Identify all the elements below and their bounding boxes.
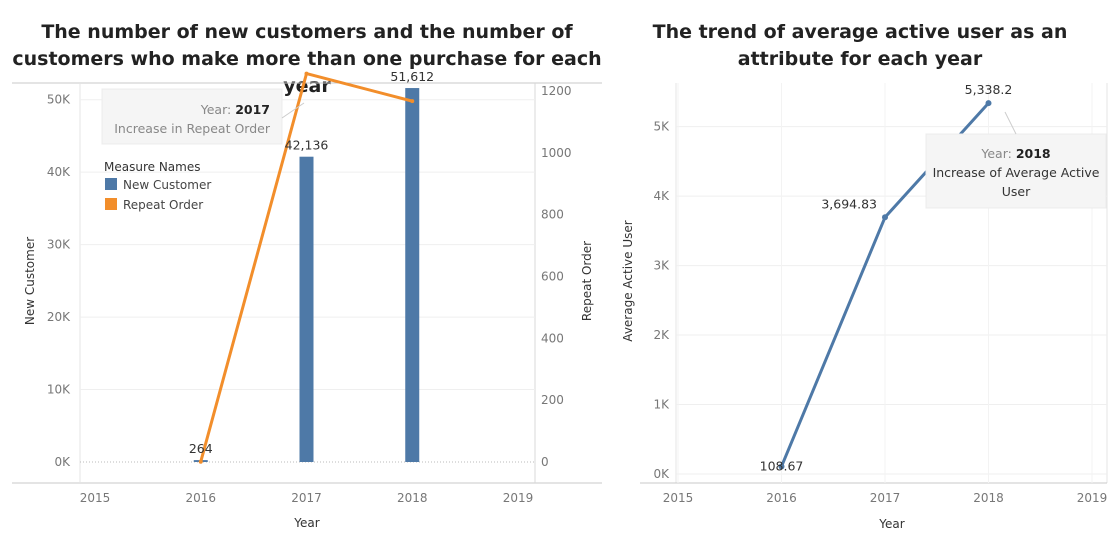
chart1-x-tick-label: 2018 — [397, 491, 428, 505]
chart2-line-point — [985, 100, 992, 107]
chart1-y2-tick-label: 600 — [541, 269, 564, 283]
chart1-tooltip: Year: 2017 Increase in Repeat Order — [101, 88, 305, 145]
chart2-point-label: 5,338.2 — [965, 82, 1013, 97]
chart2-x-axis: 2015 2016 2017 2018 2019 — [663, 491, 1108, 505]
chart2-point-label: 3,694.83 — [821, 196, 877, 211]
chart1-x-tick-label: 2015 — [80, 491, 111, 505]
chart2-x-axis-title: Year — [878, 517, 904, 531]
chart1-bar-label: 264 — [189, 441, 213, 456]
chart1-frame — [12, 82, 602, 484]
legend-title: Measure Names — [104, 160, 200, 174]
chart2-title: The trend of average active user as an a… — [652, 21, 1068, 70]
chart2-y-tick-label: 2K — [653, 328, 670, 342]
chart2-y-tick-label: 1K — [653, 398, 670, 412]
chart1-bar-label: 42,136 — [285, 138, 329, 153]
chart2-tooltip-line1: Increase of Average Active — [933, 165, 1100, 180]
chart2-frame — [640, 83, 1108, 484]
chart2-y-tick-label: 4K — [653, 189, 670, 203]
chart1-right-axis: 0 200 400 600 800 1000 1200 — [541, 84, 572, 469]
chart1-tooltip-year: Year: 2017 — [200, 102, 270, 117]
chart1-y2-tick-label: 800 — [541, 208, 564, 222]
chart1-legend: Measure Names New Customer Repeat Order — [104, 160, 211, 212]
chart2-y-axis-title: Average Active User — [621, 220, 635, 341]
chart1-x-tick-label: 2016 — [185, 491, 216, 505]
chart2-gridlines — [676, 83, 1107, 483]
chart2-data-labels: 108.67 3,694.83 5,338.2 — [760, 82, 1013, 473]
legend-swatch-new-customer — [105, 178, 117, 190]
chart1-bar-label: 51,612 — [390, 69, 434, 84]
chart1-x-tick-label: 2019 — [503, 491, 534, 505]
chart1-y2-axis-title: Repeat Order — [580, 241, 594, 321]
chart2-tooltip-line2: User — [1002, 184, 1031, 199]
chart1-line-point — [410, 99, 415, 104]
chart1-y2-tick-label: 0 — [541, 455, 549, 469]
chart1-x-tick-label: 2017 — [291, 491, 322, 505]
chart1-y2-tick-label: 400 — [541, 331, 564, 345]
chart1-data-labels: 264 42,136 51,612 — [189, 69, 434, 456]
chart2-tooltip-year: Year: 2018 — [980, 146, 1050, 161]
chart1-y2-tick-label: 200 — [541, 393, 564, 407]
chart1-y2-tick-label: 1200 — [541, 84, 572, 98]
chart1-y-tick-label: 10K — [47, 383, 71, 397]
chart1-bars — [193, 88, 420, 463]
chart2-y-tick-label: 5K — [653, 120, 670, 134]
chart1-y-tick-label: 30K — [47, 238, 71, 252]
chart1-y-tick-label: 50K — [47, 93, 71, 107]
chart1-y-tick-label: 20K — [47, 310, 71, 324]
chart2-x-tick-label: 2018 — [973, 491, 1004, 505]
chart2-line-point — [778, 463, 785, 470]
chart1-left-axis: 0K 10K 20K 30K 40K 50K — [47, 93, 71, 469]
chart1-y2-tick-label: 1000 — [541, 146, 572, 160]
chart1-bar — [299, 156, 314, 463]
chart2-x-tick-label: 2016 — [766, 491, 797, 505]
chart2-x-tick-label: 2015 — [663, 491, 694, 505]
chart1-bar — [405, 88, 420, 462]
legend-swatch-repeat-order — [105, 198, 117, 210]
chart1-line-point — [198, 459, 203, 464]
chart2-tooltip: Year: 2018 Increase of Average Active Us… — [925, 111, 1107, 209]
chart1-y-tick-label: 40K — [47, 165, 71, 179]
chart1-title: The number of new customers and the numb… — [12, 21, 602, 97]
chart1-y-tick-label: 0K — [54, 455, 71, 469]
chart2-x-tick-label: 2019 — [1077, 491, 1108, 505]
chart1-line-point — [304, 71, 309, 76]
chart1-x-axis: 2015 2016 2017 2018 2019 — [80, 491, 534, 505]
chart1-x-axis-title: Year — [293, 516, 319, 530]
chart2-y-tick-label: 3K — [653, 259, 670, 273]
chart1-tooltip-text: Increase in Repeat Order — [114, 121, 271, 136]
chart2-line-point — [882, 214, 888, 221]
chart2-y-axis: 0K 1K 2K 3K 4K 5K — [653, 120, 670, 481]
legend-item-new-customer: New Customer — [123, 178, 211, 192]
legend-item-repeat-order: Repeat Order — [123, 198, 203, 212]
chart1-y-axis-title: New Customer — [23, 237, 37, 325]
chart2-x-tick-label: 2017 — [870, 491, 901, 505]
chart2-point-label: 108.67 — [760, 458, 804, 473]
chart1-line — [198, 71, 415, 464]
chart2-y-tick-label: 0K — [653, 467, 670, 481]
